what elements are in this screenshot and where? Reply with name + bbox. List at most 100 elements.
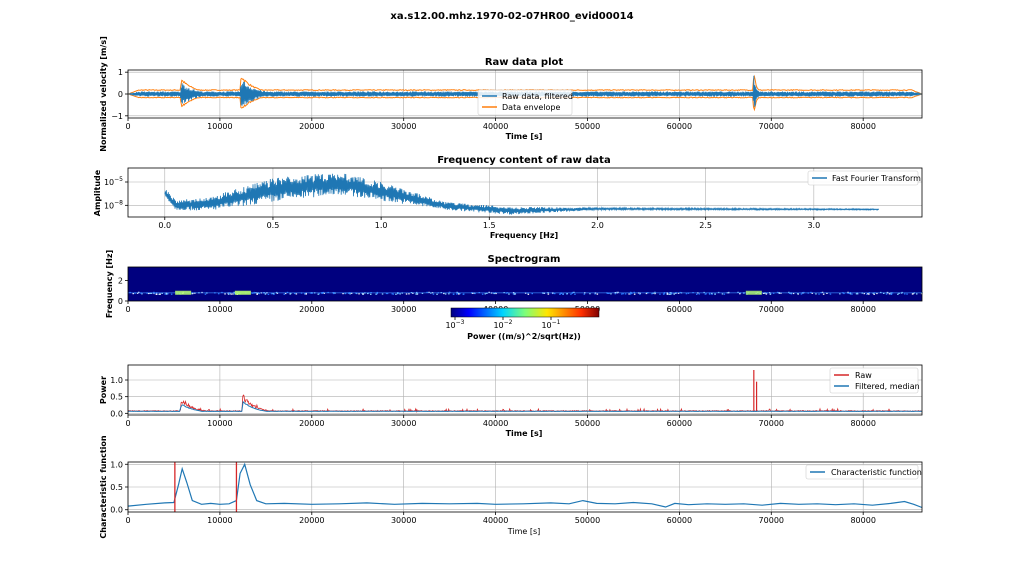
spectrogram-cell [912, 293, 914, 295]
spectrogram-cell [739, 293, 741, 295]
spectrogram-cell [639, 293, 641, 295]
spectrogram-cell [284, 292, 287, 295]
spectrogram-cell [822, 293, 825, 295]
spectrogram-cell [596, 293, 599, 295]
x-tick-label: 30000 [391, 419, 416, 428]
x-tick-label: 30000 [391, 122, 416, 131]
spectrogram-cell [856, 293, 859, 295]
panel4-frame [127, 364, 923, 416]
spectrogram-cell [164, 293, 166, 295]
spectrogram-cell [161, 292, 163, 294]
spectrogram-cell [778, 292, 781, 294]
spectrogram-cell [663, 293, 665, 295]
spectrogram-cell [386, 292, 389, 295]
spectrogram-cell [570, 293, 572, 295]
panel-characteristic: 0 10000 20000 30000 40000 50000 60000 70000 8000… [99, 435, 923, 539]
panel1-ylabel: Normalized velocity [m/s] [99, 36, 108, 151]
spectrogram-cell [843, 292, 845, 295]
spectrogram-cell [633, 293, 636, 295]
legend-label-fft: Fast Fourier Transform [832, 174, 921, 183]
spectrogram-background [128, 267, 922, 301]
spectrogram-cell [628, 293, 630, 295]
spectrogram-cell [765, 293, 768, 295]
panel4-legend: Raw Filtered, median [829, 367, 920, 394]
x-tick-label: 2.5 [699, 221, 712, 230]
panel4-xticks: 0 10000 20000 30000 40000 50000 60000 70000 8000… [125, 415, 876, 428]
spectrogram-cell [399, 293, 401, 295]
spectrogram-cell [890, 293, 892, 295]
spectrogram-cell [685, 293, 688, 295]
spectrogram-cell [788, 292, 791, 294]
spectrogram-cell [708, 293, 711, 295]
colorbar-ticks: 10−3 10−2 10−1 [445, 317, 561, 330]
spectrogram-cell [876, 292, 878, 295]
spectrogram-cell [608, 292, 610, 294]
x-tick-label: 40000 [483, 516, 508, 525]
panel1-xlabel: Time [s] [506, 132, 543, 141]
colorbar-gradient [450, 307, 600, 318]
panel-raw-data: Raw data plot 0 10000 20000 30000 40000 50000… [99, 36, 923, 152]
spectrogram-cell [305, 292, 307, 294]
spectrogram-cell [432, 293, 435, 295]
x-tick-label: 50000 [575, 419, 600, 428]
spectrogram-cell [170, 293, 173, 295]
x-tick-label: 10000 [207, 419, 232, 428]
spectrogram-cell [367, 292, 369, 295]
spectrogram-cell [723, 293, 726, 295]
panel5-xlabel: Time [s] [507, 527, 541, 536]
spectrogram-cell [559, 293, 561, 295]
spectrogram-cell [790, 293, 793, 295]
spectrogram-cell [589, 293, 591, 295]
panel1-legend: Raw data, filtered Data envelope [477, 89, 573, 116]
spectrogram-cell [800, 293, 803, 295]
spectrogram-cell [826, 292, 828, 294]
panel4-grid [127, 365, 922, 415]
panel3-ylabel: Frequency [Hz] [105, 250, 114, 318]
series-filtered-median [127, 400, 922, 412]
x-tick-label: 40000 [483, 419, 508, 428]
spectrogram-cell [829, 293, 832, 295]
spectrogram-cell [224, 293, 226, 295]
y-tick-label: 0 [118, 297, 123, 306]
panel5-ylabel: Characteristic function [99, 435, 108, 539]
spectrogram-cell [375, 293, 377, 295]
colorbar-tick-label: 10−2 [493, 319, 512, 330]
spectrogram-cell [851, 293, 853, 295]
spectrogram-cell [158, 293, 160, 295]
spectrogram-cell [289, 293, 291, 295]
x-tick-label: 60000 [667, 516, 692, 525]
spectrogram-cell [654, 293, 656, 295]
spectrogram-cell [381, 293, 384, 295]
spectrogram-cell [792, 292, 795, 295]
panel4-yticks: 1.0 0.5 0.0 [110, 376, 128, 418]
spectrogram-cell [866, 293, 868, 295]
x-tick-label: 80000 [850, 516, 875, 525]
panel5-xticks: 0 10000 20000 30000 40000 50000 60000 70000 8000… [125, 512, 876, 525]
spectrogram-cell [696, 293, 698, 295]
spectrogram-cell [415, 293, 417, 295]
panel2-yticks: 10−5 10−8 [104, 176, 128, 210]
x-tick-label: 80000 [850, 305, 875, 314]
panel3-title: Spectrogram [488, 254, 561, 265]
y-tick-label: 1.0 [110, 376, 123, 385]
spectrogram-cell [513, 293, 516, 295]
spectrogram-cell [233, 293, 236, 295]
spectrogram-cell [621, 293, 623, 295]
spectrogram-cell [361, 292, 364, 294]
spectrogram-cell [818, 293, 820, 295]
panel1-title: Raw data plot [485, 57, 564, 68]
spectrogram-cell [258, 293, 260, 295]
spectrogram-cell [797, 293, 799, 295]
x-tick-label: 80000 [850, 122, 875, 131]
spectrogram-cell [668, 293, 671, 295]
y-tick-label: 10−5 [104, 176, 123, 187]
x-tick-label: 0 [125, 516, 130, 525]
x-tick-label: 60000 [667, 419, 692, 428]
spectrogram-cell [256, 293, 258, 295]
spectrogram-cell [607, 292, 609, 294]
y-tick-label: 1 [118, 68, 123, 77]
panel5-yticks: 1.0 0.5 0.0 [110, 460, 128, 515]
series-characteristic-function [127, 462, 923, 509]
spectrogram-cell [508, 293, 510, 295]
